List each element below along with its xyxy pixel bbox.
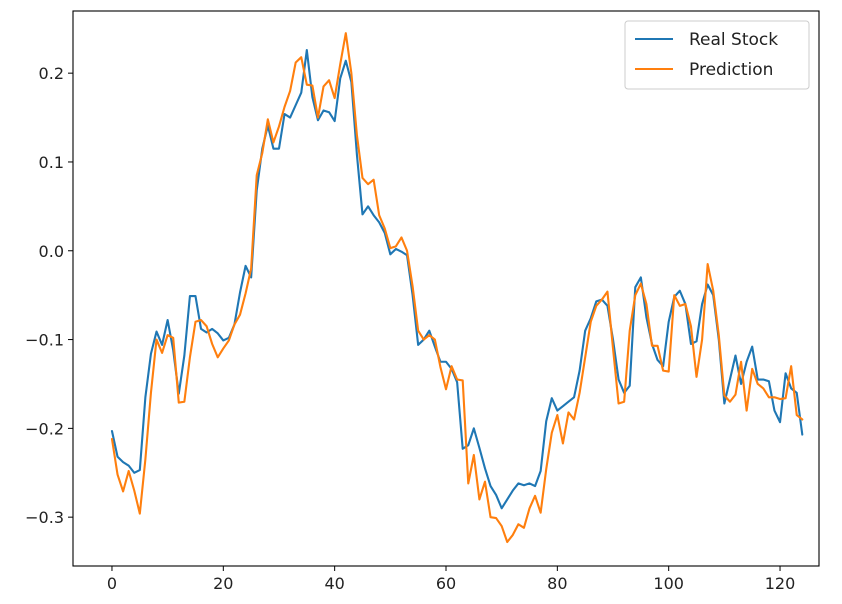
x-tick-label: 80: [547, 574, 567, 593]
series-line-real-stock: [110, 49, 804, 510]
series-line-prediction: [110, 32, 804, 544]
legend: Real Stock Prediction: [624, 20, 810, 90]
legend-label: Real Stock: [689, 30, 778, 50]
x-tick-label: 60: [436, 574, 456, 593]
x-tick-label: 40: [324, 574, 344, 593]
x-tick-label: 100: [653, 574, 684, 593]
y-tick-label: −0.2: [25, 419, 64, 438]
x-axis: 0 20 40 60 80 100 120: [107, 566, 795, 593]
y-tick-label: 0.2: [39, 64, 64, 83]
y-tick-label: −0.1: [25, 331, 64, 350]
x-tick-label: 0: [107, 574, 117, 593]
x-tick-label: 20: [213, 574, 233, 593]
series-layer: [110, 32, 804, 544]
y-tick-label: 0.1: [39, 153, 64, 172]
y-tick-label: −0.3: [25, 508, 64, 527]
legend-label: Prediction: [689, 60, 773, 80]
y-axis: −0.3 −0.2 −0.1 0.0 0.1 0.2: [25, 64, 73, 527]
y-tick-label: 0.0: [39, 242, 64, 261]
x-tick-label: 120: [765, 574, 796, 593]
